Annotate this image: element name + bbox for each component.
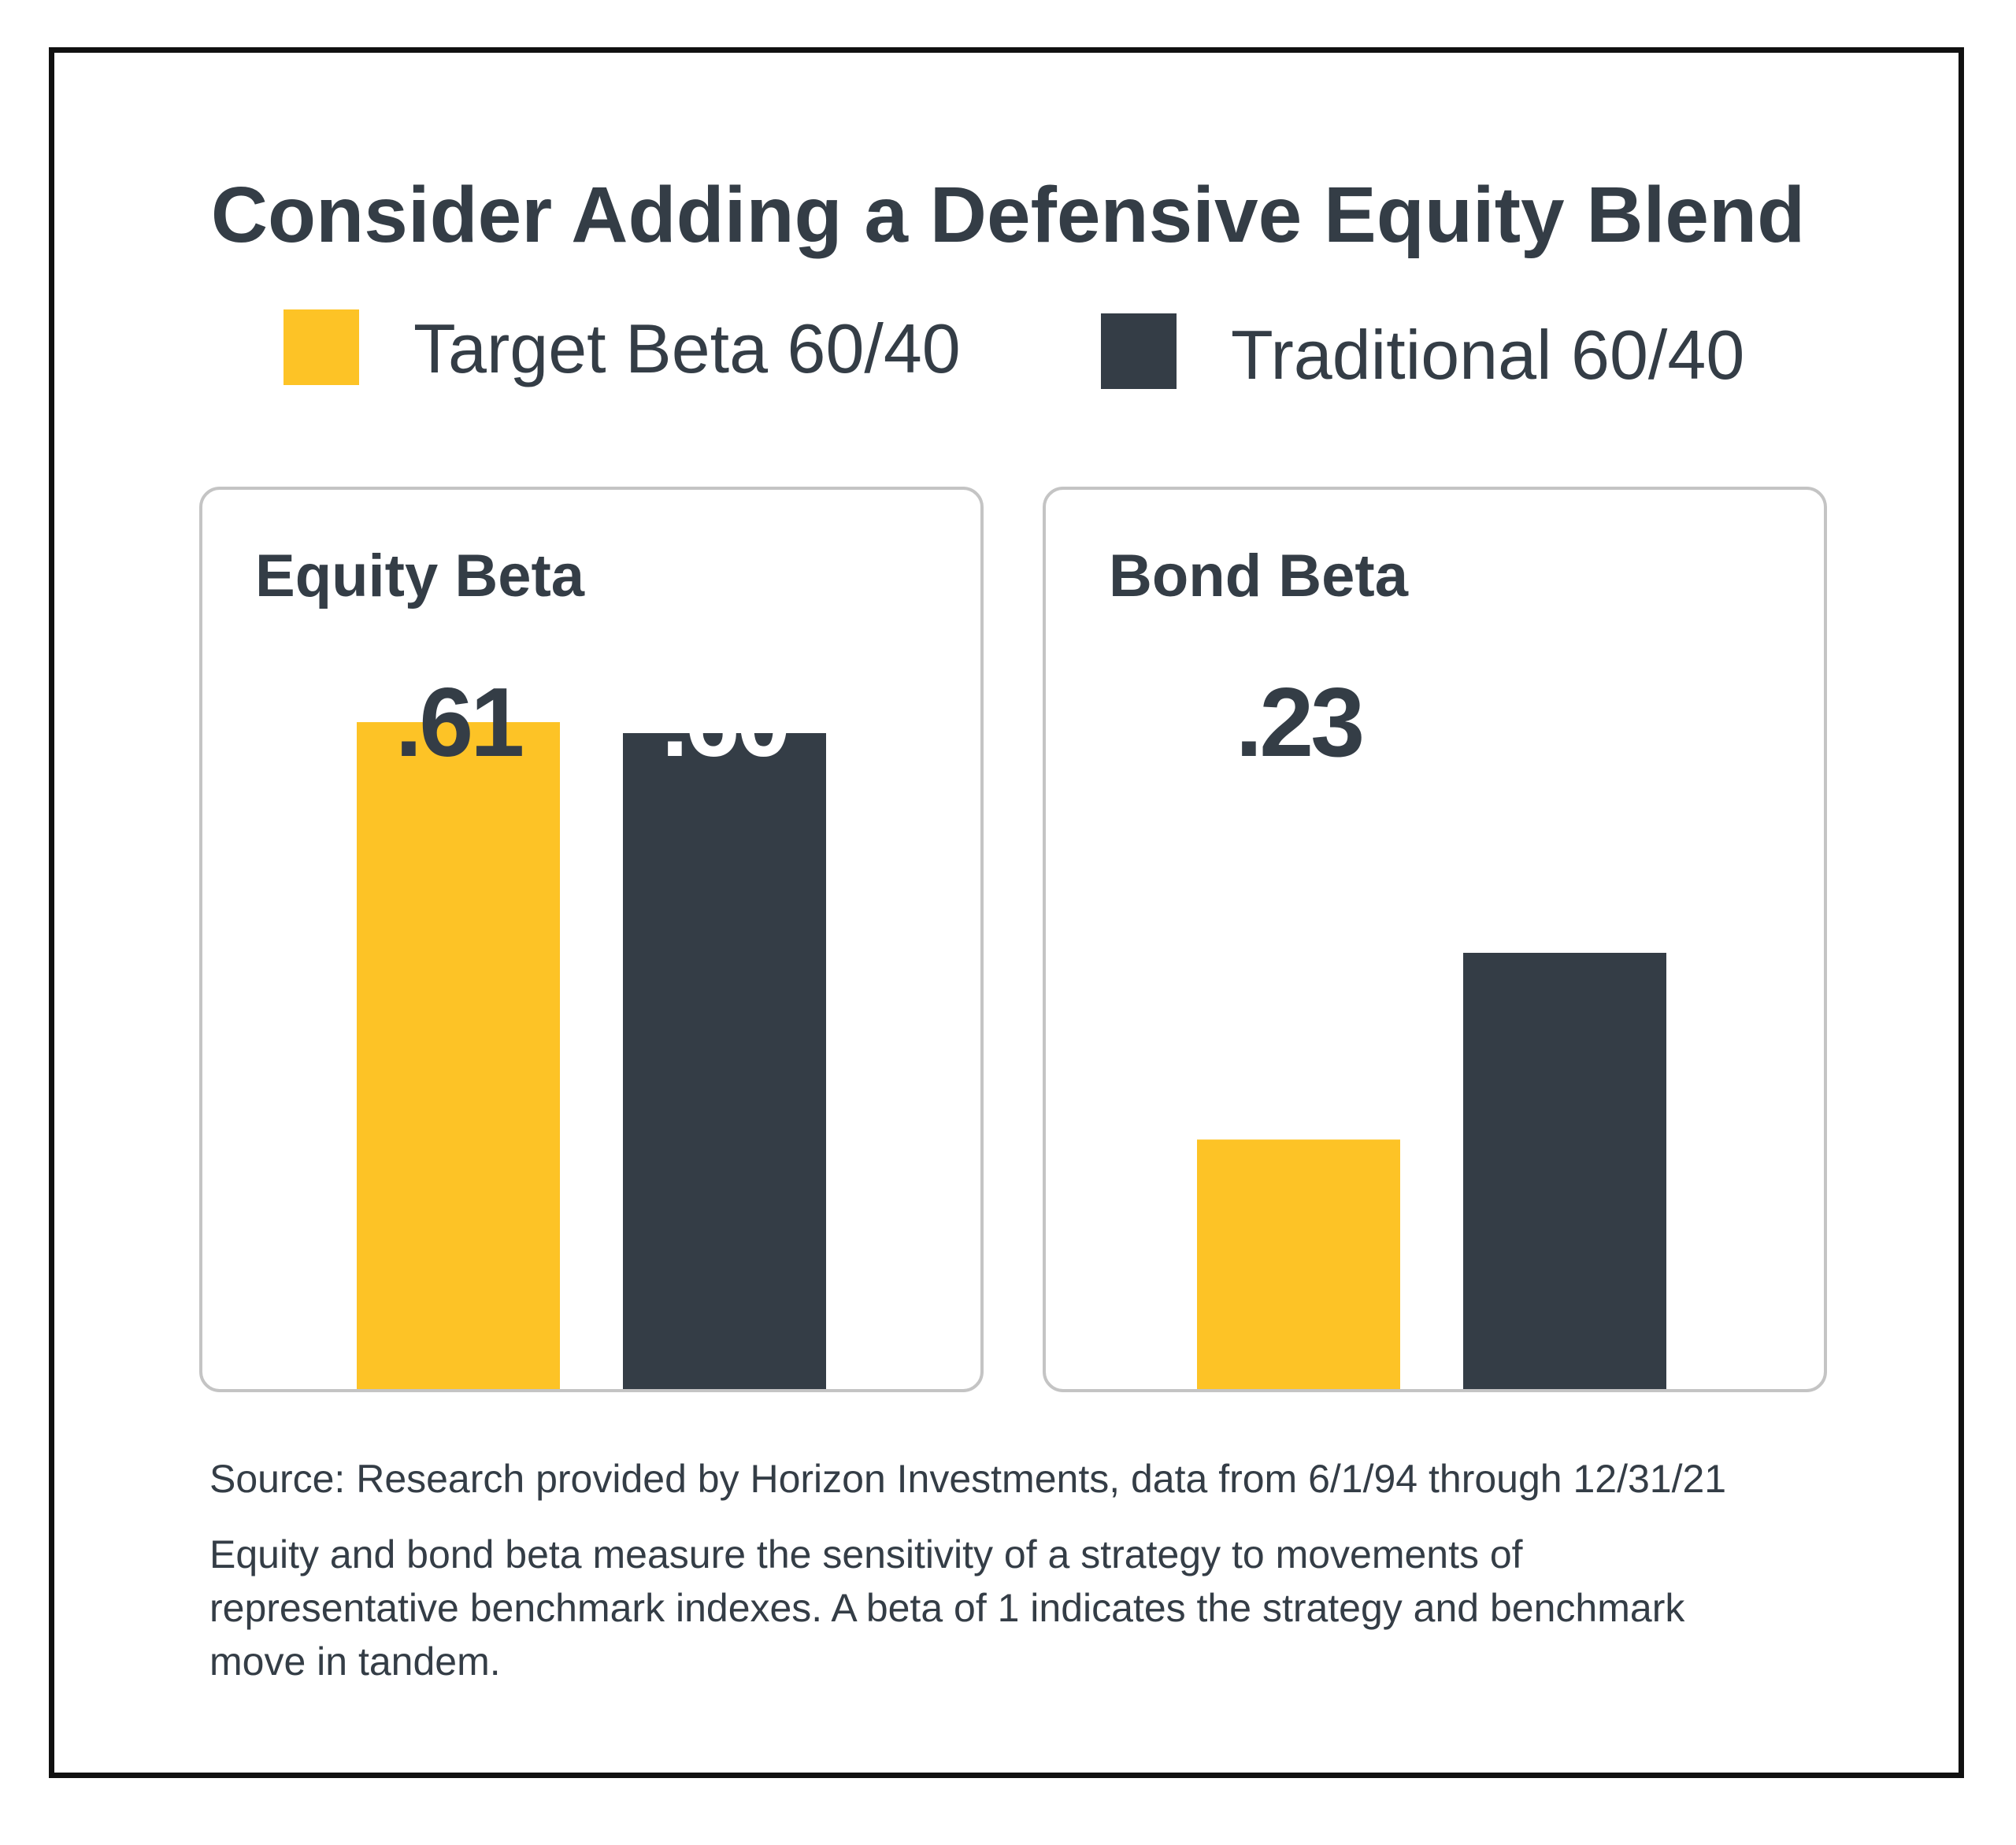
equity-value-label-target: .61 bbox=[395, 669, 522, 777]
definition-note: Equity and bond beta measure the sensiti… bbox=[209, 1532, 1685, 1684]
equity-beta-title: Equity Beta bbox=[255, 543, 585, 609]
equity-bar-target bbox=[357, 722, 560, 1389]
bond-value-label-target: .23 bbox=[1236, 669, 1362, 777]
equity-beta-panel: Equity Beta .61 .60 bbox=[199, 487, 984, 1392]
legend-swatch-target bbox=[284, 309, 359, 385]
legend-label-traditional: Traditional 60/40 bbox=[1231, 316, 1745, 394]
bond-beta-chart: .23 .40 bbox=[1197, 669, 1666, 1389]
bond-value-label-traditional: .40 bbox=[1502, 669, 1628, 777]
equity-beta-chart: .61 .60 bbox=[357, 669, 826, 1389]
equity-value-label-traditional: .60 bbox=[662, 669, 788, 777]
bond-bar-target bbox=[1197, 1139, 1400, 1389]
equity-bar-traditional bbox=[623, 733, 826, 1389]
legend: Target Beta 60/40 Traditional 60/40 bbox=[0, 307, 2016, 394]
source-note: Source: Research provided by Horizon Inv… bbox=[209, 1457, 1727, 1501]
chart-title: Consider Adding a Defensive Equity Blend bbox=[210, 171, 1806, 259]
bond-beta-panel: Bond Beta .23 .40 bbox=[1043, 487, 1827, 1392]
bond-bar-traditional bbox=[1463, 953, 1666, 1389]
legend-swatch-traditional bbox=[1101, 313, 1177, 389]
bond-beta-title: Bond Beta bbox=[1109, 543, 1408, 609]
legend-label-target: Target Beta 60/40 bbox=[413, 309, 961, 387]
